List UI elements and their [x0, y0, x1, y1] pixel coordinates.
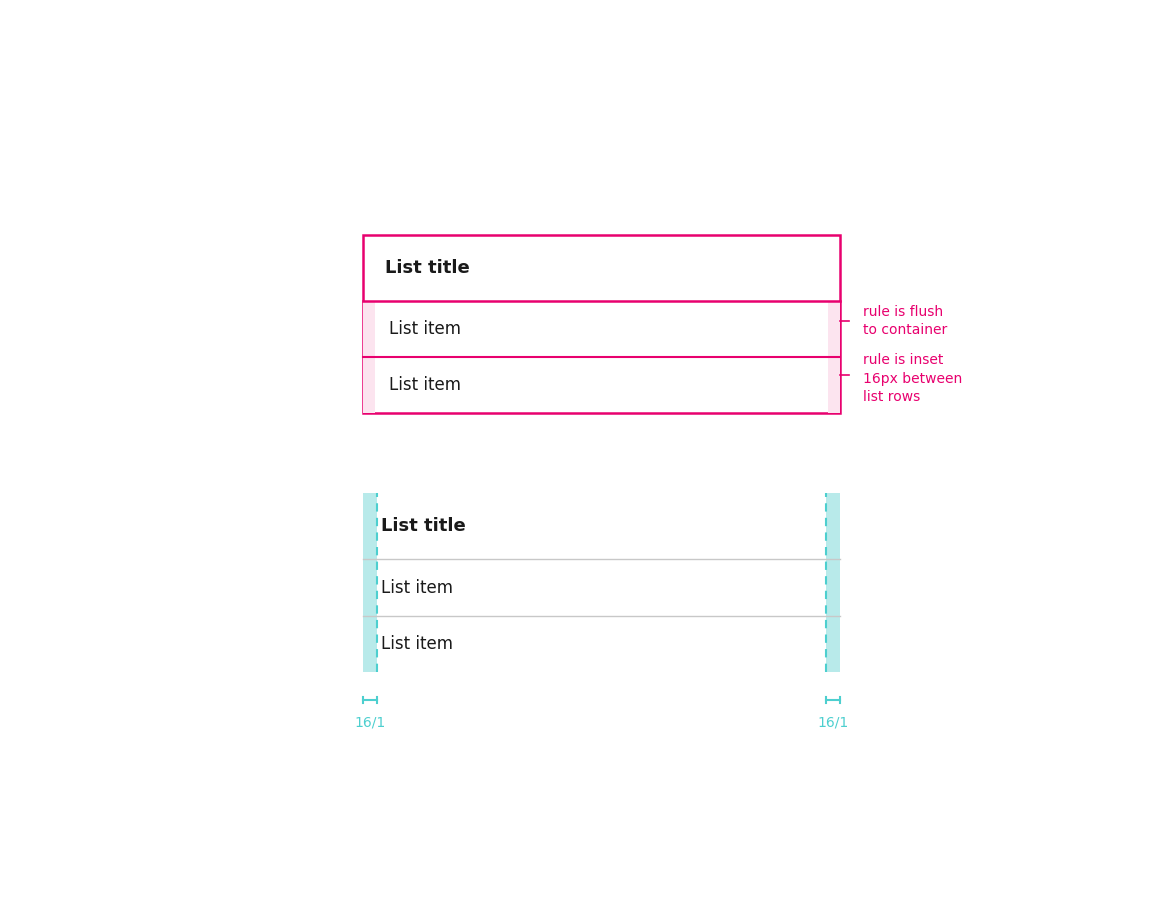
Text: List title: List title [385, 259, 470, 277]
Text: List item: List item [380, 635, 453, 653]
Text: List item: List item [380, 578, 453, 597]
Text: 16/1: 16/1 [355, 716, 386, 729]
Text: List item: List item [388, 320, 461, 338]
Bar [363, 301, 376, 413]
Text: rule is flush
to container: rule is flush to container [863, 304, 947, 337]
Bar [363, 494, 377, 672]
Text: 16/1: 16/1 [818, 716, 849, 729]
Bar [828, 301, 840, 413]
Text: rule is inset
16px between
list rows: rule is inset 16px between list rows [863, 353, 962, 404]
Bar [826, 494, 840, 672]
Text: List title: List title [380, 518, 465, 536]
Bar [363, 235, 840, 413]
Text: List item: List item [388, 376, 461, 394]
